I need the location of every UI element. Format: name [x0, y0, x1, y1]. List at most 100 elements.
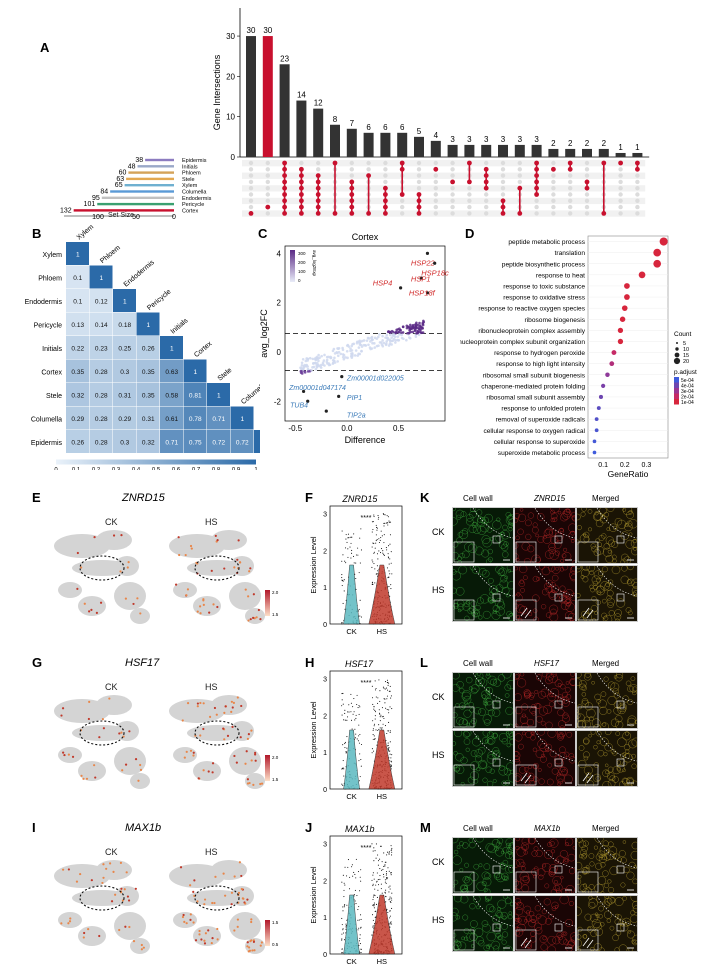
matrix-dot-empty	[450, 211, 455, 216]
matrix-dot-filled	[315, 198, 321, 204]
scatter-point	[341, 355, 345, 359]
micro-cell	[563, 931, 568, 936]
micro-cell	[559, 746, 566, 754]
micro-cell	[506, 610, 513, 618]
micro-cell	[521, 731, 526, 736]
micro-cell	[527, 512, 535, 519]
scatter-point	[381, 334, 384, 338]
umap-expression-dot	[98, 736, 101, 739]
micro-arrow-icon	[520, 937, 532, 949]
scatter-point	[306, 367, 310, 371]
violin-point	[376, 872, 378, 874]
scatter-point	[412, 326, 416, 329]
heatmap-cell-value: 0.12	[95, 298, 108, 305]
umap-expression-dot	[99, 601, 103, 604]
micro-cell	[569, 932, 575, 942]
micro-cell	[596, 698, 602, 704]
set-size-axis-label: Set Size	[108, 212, 135, 219]
micro-cell	[471, 566, 481, 574]
micro-cell	[506, 762, 513, 771]
micro-cell	[578, 679, 587, 688]
matrix-dot-empty	[551, 204, 556, 210]
umap-expression-dot	[208, 715, 212, 718]
scatter-point	[401, 331, 405, 334]
violin-point	[386, 851, 389, 853]
heatmap-cell-value: 1	[193, 369, 197, 376]
micro-cell	[458, 718, 469, 728]
micro-cell	[453, 855, 462, 865]
matrix-dot-empty	[484, 192, 489, 197]
umap-expression-dot	[189, 884, 192, 887]
micro-cell	[608, 846, 618, 855]
umap-expression-dot	[223, 711, 226, 715]
violin-point	[342, 703, 344, 705]
micro-cell	[590, 605, 598, 613]
micro-cell	[538, 706, 548, 716]
violin-point	[341, 938, 343, 940]
matrix-dot-empty	[349, 167, 354, 172]
micro-cell	[609, 925, 615, 931]
micro-cell	[469, 566, 477, 571]
umap-expression-dot	[224, 894, 227, 897]
micro-image-content	[577, 896, 637, 951]
violin-point	[391, 897, 393, 899]
micro-cell	[508, 732, 513, 740]
heatmap-cell-value: 0.29	[118, 416, 131, 423]
micro-cell	[541, 753, 546, 758]
umap-expression-dot	[211, 771, 214, 774]
dotplot-x-tick: 0.2	[620, 462, 630, 469]
micro-cell	[474, 749, 483, 758]
micro-cell	[579, 533, 590, 544]
violin-point	[372, 896, 374, 898]
matrix-row-band	[242, 185, 646, 192]
scatter-y-tick: 4	[277, 249, 282, 258]
violin-point	[357, 919, 359, 921]
micro-cell	[539, 566, 545, 570]
scatter-title: Cortex	[352, 232, 379, 242]
micro-cell	[501, 923, 508, 930]
micro-cell	[595, 546, 605, 555]
micro-cell	[464, 601, 470, 608]
matrix-dot-empty	[265, 198, 270, 203]
dotplot-point	[596, 406, 601, 411]
umap-expression-dot	[223, 567, 226, 570]
set-name-label: Endodermis	[182, 196, 212, 202]
violin-point	[391, 892, 393, 894]
micro-cell	[484, 872, 492, 880]
violin-point	[359, 934, 361, 936]
violin-point	[359, 876, 361, 878]
matrix-dot-filled	[248, 211, 254, 216]
micro-cell	[545, 721, 553, 728]
micro-cell	[515, 926, 520, 932]
micro-cell	[472, 525, 482, 534]
micro-cell	[603, 752, 608, 757]
umap-cluster	[114, 912, 146, 940]
violin-point	[354, 873, 356, 876]
micro-cell	[625, 539, 635, 549]
micro-cell	[504, 575, 508, 580]
violin-point	[357, 547, 359, 549]
micro-cell	[507, 569, 512, 573]
micro-cell	[489, 536, 494, 541]
umap-expression-dot	[250, 759, 253, 762]
micro-cell	[622, 752, 627, 756]
violin-y-tick: 2	[323, 713, 327, 720]
violin-point	[359, 733, 361, 736]
panel-d-letter: D	[465, 226, 475, 241]
micro-cell	[486, 736, 496, 745]
micro-cell	[545, 579, 553, 587]
umap-cluster	[173, 912, 197, 928]
micro-cell	[547, 935, 557, 945]
micro-boundary-line	[534, 838, 575, 869]
violin-y-tick: 0	[323, 622, 327, 629]
violin-point	[359, 706, 361, 708]
heatmap-cell-value: 0.22	[71, 345, 84, 352]
micro-cell	[518, 766, 527, 774]
micro-image-tile	[576, 730, 638, 787]
heatmap-cell	[136, 312, 160, 336]
violin-point	[343, 719, 345, 721]
violin-point	[353, 871, 355, 874]
scatter-down-gene-label: Zm00001d047174	[288, 385, 346, 392]
micro-cell	[492, 609, 497, 615]
violin-point	[384, 514, 386, 516]
